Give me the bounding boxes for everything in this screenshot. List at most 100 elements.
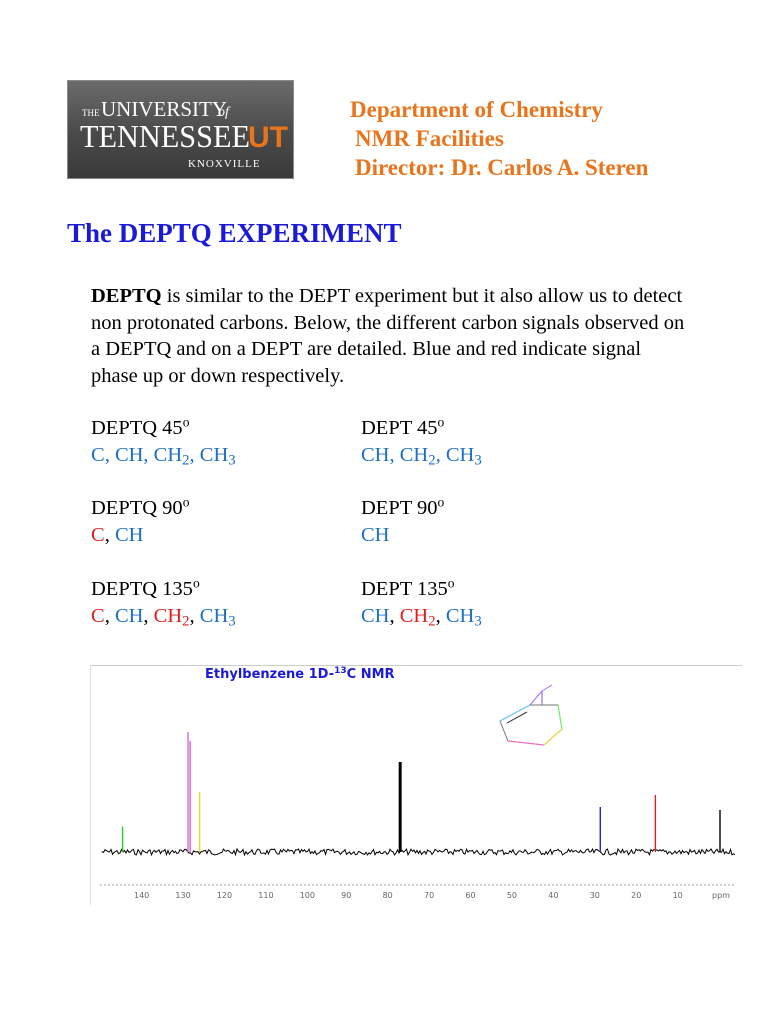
tick-label: 30 [590, 891, 600, 900]
x-axis-ticks: 140 130 120 110 100 90 80 70 60 50 40 30 20 10 [134, 891, 683, 900]
signal-ch2: CH [399, 444, 429, 466]
deptq135-label: DEPTQ 135o [91, 576, 236, 603]
dept45-signals: CH, CH2, CH3 [361, 442, 482, 469]
signal-ch3: CH [199, 444, 229, 466]
logo-ut-mark: UT [248, 121, 288, 154]
intro-text: is similar to the DEPT experiment but it… [91, 285, 685, 387]
ch2-text: CH [399, 605, 429, 627]
deptq45-label-text: DEPTQ 45 [91, 417, 183, 439]
dept45-label-text: DEPT 45 [361, 417, 438, 439]
sep: , [389, 444, 400, 466]
degree-sup: o [437, 494, 445, 510]
signal-c: C [91, 605, 105, 627]
degree-sup: o [437, 414, 445, 430]
tick-label: 10 [673, 891, 683, 900]
sub-2: 2 [428, 613, 436, 630]
sub-2: 2 [182, 613, 190, 630]
logo-knoxville: KNOXVILLE [188, 158, 261, 170]
dept45-block: DEPT 45o CH, CH2, CH3 [361, 415, 482, 469]
tick-label: 20 [631, 891, 641, 900]
sep: , [104, 605, 115, 627]
dept135-signals: CH, CH2, CH3 [361, 603, 482, 630]
signal-ch2: CH2 [153, 605, 190, 630]
tick-label: 70 [424, 891, 434, 900]
sep: , [104, 524, 115, 546]
dept135-block: DEPT 135o CH, CH2, CH3 [361, 576, 482, 630]
university-logo: THE UNIVERSITY of TENNESSEE UT KNOXVILLE [67, 80, 294, 179]
signal-ch: CH [114, 444, 144, 466]
sub-3: 3 [474, 452, 482, 469]
deptq90-label: DEPTQ 90o [91, 495, 189, 522]
dept90-label: DEPT 90o [361, 495, 444, 522]
deptq45-label: DEPTQ 45o [91, 415, 236, 442]
signal-ch3: CH3 [445, 605, 482, 630]
signal-ch2: CH [153, 444, 183, 466]
deptq45-block: DEPTQ 45o C, CH, CH2, CH3 [91, 415, 236, 469]
intro-bold-term: DEPTQ [91, 285, 162, 307]
tick-label: 60 [465, 891, 475, 900]
logo-graphic: THE UNIVERSITY of TENNESSEE UT KNOXVILLE [80, 97, 288, 170]
dept90-block: DEPT 90o CH [361, 495, 444, 549]
signal-ch: CH [361, 605, 390, 627]
tick-label: 130 [175, 891, 190, 900]
department-name: Department of Chemistry [350, 97, 603, 122]
spectrum-peaks [121, 732, 721, 852]
department-header: Department of Chemistry NMR Facilities D… [350, 95, 648, 182]
nmr-spectrum-plot: Ethylbenzene 1D-13C NMR 140 130 120 110 100 9… [90, 665, 742, 905]
tick-label: 90 [341, 891, 351, 900]
dept135-label-text: DEPT 135 [361, 578, 448, 600]
logo-tennessee: TENNESSEE [80, 118, 250, 154]
sep: , [435, 444, 446, 466]
dept45-label: DEPT 45o [361, 415, 482, 442]
deptq90-signals: C, CH [91, 522, 189, 549]
baseline-trace [101, 847, 736, 857]
signal-c: C [91, 444, 105, 466]
ch2-text: CH [153, 605, 183, 627]
signal-ch: CH [114, 605, 144, 627]
sep: , [189, 444, 200, 466]
page-title: The DEPTQ EXPERIMENT [67, 218, 402, 248]
sub-3: 3 [228, 613, 236, 630]
spectrum-title: Ethylbenzene 1D-13C NMR [205, 666, 395, 682]
logo-university: UNIVERSITY [101, 97, 227, 121]
deptq90-label-text: DEPTQ 90 [91, 497, 183, 519]
signal-ch3: CH3 [199, 605, 236, 630]
degree-sup: o [182, 414, 190, 430]
signal-ch2: CH2 [399, 605, 436, 630]
logo-the: THE [82, 108, 100, 118]
ch3-text: CH [199, 605, 229, 627]
deptq135-block: DEPTQ 135o C, CH, CH2, CH3 [91, 576, 236, 630]
sep: , [389, 605, 400, 627]
sep: , [143, 605, 154, 627]
dept135-label: DEPT 135o [361, 576, 482, 603]
tick-label: 100 [300, 891, 315, 900]
deptq90-block: DEPTQ 90o C, CH [91, 495, 189, 549]
deptq135-label-text: DEPTQ 135 [91, 578, 193, 600]
nmr-spectrum: Ethylbenzene 1D-13C NMR 140 130 120 110 100 9… [90, 665, 742, 905]
signal-ch3: CH [445, 444, 475, 466]
signal-ch: CH [114, 524, 144, 546]
degree-sup: o [182, 494, 190, 510]
ch3-text: CH [445, 605, 475, 627]
sub-2: 2 [428, 452, 436, 469]
tick-label: 40 [548, 891, 558, 900]
sub-3: 3 [228, 452, 236, 469]
sub-3: 3 [474, 613, 482, 630]
tick-label: 50 [507, 891, 517, 900]
sep: , [435, 605, 446, 627]
sep: , [189, 605, 200, 627]
ethylbenzene-structure-icon [499, 684, 563, 746]
sub-2: 2 [182, 452, 190, 469]
degree-sup: o [192, 575, 200, 591]
sep: , [104, 444, 115, 466]
director-name: Director: Dr. Carlos A. Steren [355, 155, 649, 180]
deptq45-signals: C, CH, CH2, CH3 [91, 442, 236, 469]
facility-name: NMR Facilities [355, 126, 504, 151]
tick-label: 140 [134, 891, 149, 900]
dept90-label-text: DEPT 90 [361, 497, 438, 519]
signal-c: C [91, 524, 105, 546]
deptq135-signals: C, CH, CH2, CH3 [91, 603, 236, 630]
dept90-signals: CH [361, 522, 444, 549]
tick-label: 80 [383, 891, 393, 900]
tick-label: 120 [217, 891, 232, 900]
